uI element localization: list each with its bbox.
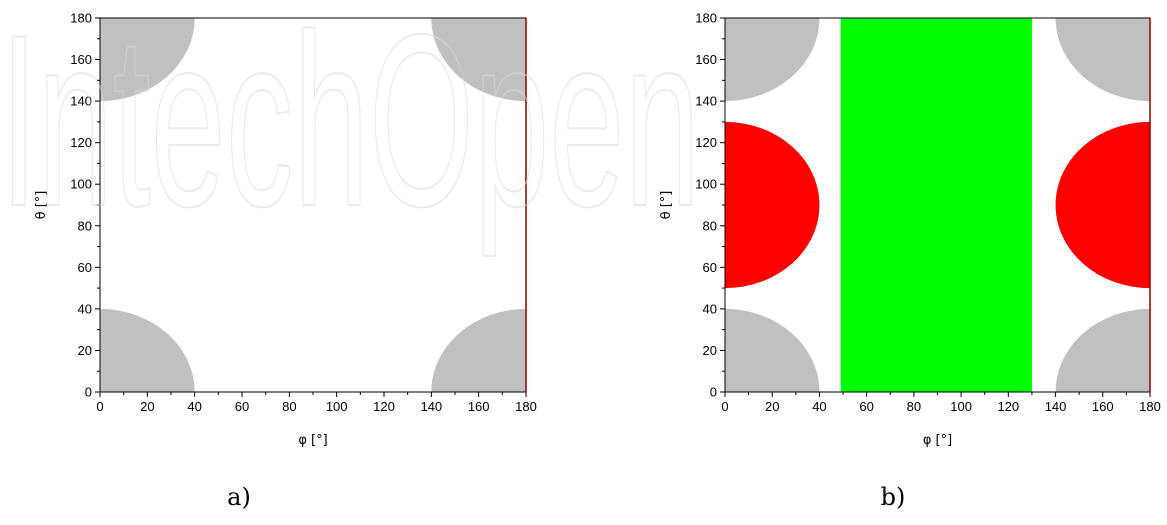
panel-b-x-tick-label: 100: [950, 399, 972, 414]
panel-a-y-tick-label: 160: [70, 52, 92, 67]
panel-b-y-tick-label: 140: [695, 94, 717, 109]
panel-a-y-tick-label: 100: [70, 177, 92, 192]
panel-b-y-tick-label: 160: [695, 52, 717, 67]
panel-a-y-tick-label: 80: [78, 218, 92, 233]
panel-b-region-gray-corner: [725, 308, 820, 392]
panel-b-x-tick-label: 120: [997, 399, 1019, 414]
panel-a-y-tick-label: 40: [78, 301, 92, 316]
panel-a-region-gray-corner: [431, 308, 526, 392]
panel-a-x-tick-label: 100: [326, 399, 348, 414]
panel-a-x-tick-label: 120: [373, 399, 395, 414]
panel-b-x-tick-label: 180: [1139, 399, 1161, 414]
panel-a-caption: a): [227, 483, 251, 511]
panel-b-region-gray-corner: [1055, 308, 1150, 392]
panel-b-x-tick-label: 0: [721, 399, 728, 414]
panel-a-x-tick-label: 180: [515, 399, 537, 414]
panel-a-chart: 0 20 40 60 80 100 120 140 160 180 0 20 40 60 80 100 120 1…: [34, 11, 537, 449]
panel-b-x-tick-label: 40: [812, 399, 826, 414]
panel-a-x-axis-title: φ [°]: [298, 433, 327, 448]
panel-b-x-tick-label: 140: [1045, 399, 1067, 414]
panel-a-y-tick-label: 0: [85, 385, 92, 400]
panel-a-x-tick-label: 0: [96, 399, 103, 414]
panel-b-x-axis-title: φ [°]: [923, 433, 952, 448]
panel-b-region-green-band: [840, 18, 1032, 392]
panel-a-x-tick-label: 80: [282, 399, 296, 414]
panel-a-plot-background: [100, 18, 526, 392]
panel-a-x-tick-label: 40: [187, 399, 201, 414]
panel-b-caption: b): [881, 483, 906, 511]
panel-b-y-tick-label: 80: [703, 218, 717, 233]
panel-a-region-gray-corner: [100, 18, 195, 102]
panel-b-x-tick-label: 60: [859, 399, 873, 414]
panel-b-x-tick-label: 160: [1092, 399, 1114, 414]
panel-a-x-tick-label: 140: [420, 399, 442, 414]
panel-b-x-tick-label: 80: [907, 399, 921, 414]
panel-a-x-tick-label: 60: [235, 399, 249, 414]
panel-b-y-tick-label: 60: [703, 260, 717, 275]
panel-a-region-gray-corner: [100, 308, 195, 392]
panel-b-region-gray-corner: [1055, 18, 1150, 102]
panel-b-region-gray-corner: [725, 18, 820, 102]
panel-a-x-tick-label: 160: [468, 399, 490, 414]
panel-b-y-tick-label: 20: [703, 343, 717, 358]
panel-b-y-tick-label: 0: [710, 385, 717, 400]
panel-b-region-red-half-disk: [1055, 121, 1150, 289]
watermark-logo: IntechOpen: [0, 0, 700, 257]
panel-a-y-tick-label: 140: [70, 94, 92, 109]
panel-a-y-tick-label: 60: [78, 260, 92, 275]
panel-a-y-tick-label: 20: [78, 343, 92, 358]
panel-b-chart: 0 20 40 60 80 100 120 140 160 180 0 20 40 60 80 100 120 1…: [659, 11, 1161, 449]
panel-b-y-tick-label: 180: [695, 11, 717, 26]
panel-b-y-axis-title: θ [°]: [659, 191, 674, 220]
panel-a-y-tick-label: 180: [70, 11, 92, 26]
panel-a-x-tick-label: 20: [140, 399, 154, 414]
panel-b-region-red-half-disk: [725, 121, 820, 289]
panel-a-y-tick-label: 120: [70, 135, 92, 150]
panel-b-x-tick-label: 20: [765, 399, 779, 414]
panel-a-region-gray-corner: [431, 18, 526, 102]
panel-a-y-axis-title: θ [°]: [34, 191, 49, 220]
panel-b-y-tick-label: 40: [703, 301, 717, 316]
panel-b-y-tick-label: 100: [695, 177, 717, 192]
panel-b-y-tick-label: 120: [695, 135, 717, 150]
